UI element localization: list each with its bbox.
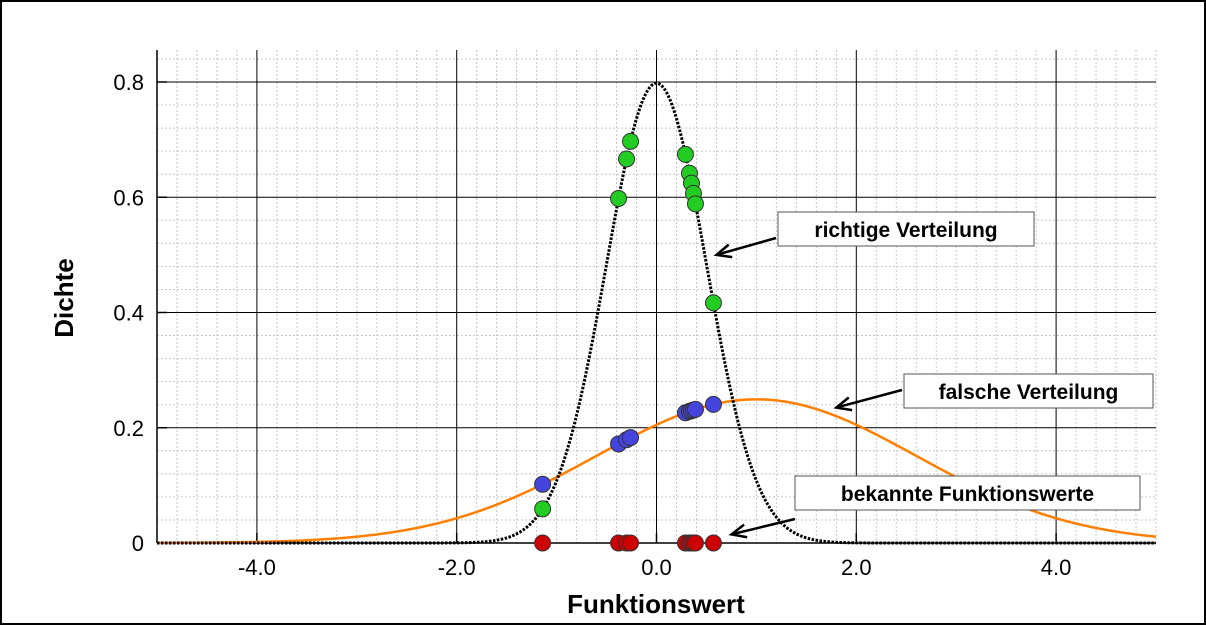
y-tick-label: 0.8: [113, 70, 144, 95]
point-falsch: [622, 429, 640, 447]
x-tick-label: 4.0: [1041, 555, 1072, 580]
y-tick-label: 0.4: [113, 301, 144, 326]
annotation-arrow-shaft: [835, 388, 903, 409]
y-axis-title: Dichte: [49, 258, 79, 337]
point-bekannt: [534, 534, 552, 552]
point-richtig: [704, 294, 722, 312]
major-grid: [157, 50, 1156, 543]
point-falsch: [704, 395, 722, 413]
y-tick-label: 0: [132, 531, 144, 556]
point-falsch: [686, 400, 704, 418]
point-richtig: [622, 132, 640, 150]
x-tick-label: 0.0: [641, 555, 672, 580]
point-bekannt: [704, 534, 722, 552]
annotation-box: [903, 373, 1154, 409]
point-richtig: [686, 195, 704, 213]
x-tick-labels: -4.0 -2.0 0.0 2.0 4.0: [238, 555, 1071, 580]
annotations: richtige Verteilung falsche Verteilung bek…: [713, 211, 1154, 539]
y-tick-label: 0.6: [113, 185, 144, 210]
y-tick-labels: 0 0.2 0.4 0.6 0.8: [113, 70, 144, 556]
x-tick-label: -4.0: [238, 555, 276, 580]
series-line-richtige-verteilung: [157, 81, 1156, 545]
annotation-arrow-head: [728, 523, 748, 539]
point-falsch: [534, 475, 552, 493]
x-tick-label: -2.0: [438, 555, 476, 580]
annotation-arrow-shaft: [716, 236, 777, 257]
point-richtig: [610, 190, 628, 208]
annotation-text: bekannte Funktionswerte: [841, 483, 1094, 506]
data-points: [534, 132, 722, 552]
annotation: bekannte Funktionswerte: [728, 475, 1141, 539]
point-richtig: [676, 145, 694, 163]
point-bekannt: [622, 534, 640, 552]
x-tick-label: 2.0: [841, 555, 872, 580]
point-richtig: [618, 150, 636, 168]
point-bekannt: [686, 534, 704, 552]
annotation-box: [777, 211, 1035, 247]
x-axis-title: Funktionswert: [567, 589, 745, 619]
point-richtig: [534, 500, 552, 518]
y-tick-label: 0.2: [113, 416, 144, 441]
annotation-text: falsche Verteilung: [939, 381, 1119, 404]
annotation-arrow-shaft: [731, 517, 796, 536]
annotation-box: [794, 475, 1141, 511]
annotation-arrow-head: [833, 396, 853, 412]
annotation-arrow-head: [713, 243, 733, 259]
annotation: falsche Verteilung: [833, 373, 1154, 412]
annotation-text: richtige Verteilung: [814, 219, 997, 242]
annotation: richtige Verteilung: [713, 211, 1035, 259]
